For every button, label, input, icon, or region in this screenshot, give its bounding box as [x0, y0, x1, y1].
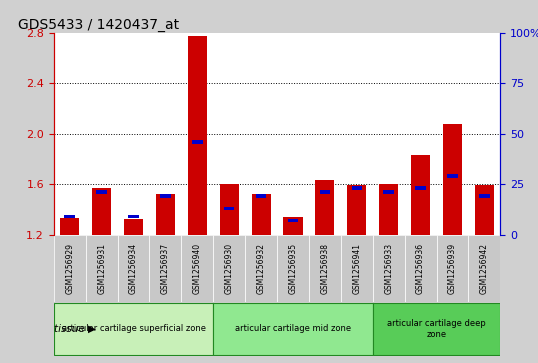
Bar	[245, 234, 277, 302]
Bar	[469, 234, 500, 302]
Bar	[384, 191, 394, 194]
Text: GSM1256933: GSM1256933	[384, 243, 393, 294]
Text: GSM1256936: GSM1256936	[416, 243, 425, 294]
Bar	[351, 186, 362, 190]
Bar	[405, 234, 436, 302]
Bar	[284, 217, 302, 234]
Bar	[436, 234, 469, 302]
Text: GSM1256939: GSM1256939	[448, 243, 457, 294]
Bar	[213, 303, 373, 355]
Bar	[54, 303, 213, 355]
Text: GSM1256931: GSM1256931	[97, 243, 106, 294]
Bar	[60, 218, 79, 234]
Bar	[341, 234, 373, 302]
Bar	[475, 185, 494, 234]
Text: GSM1256935: GSM1256935	[288, 243, 298, 294]
Bar	[54, 234, 86, 302]
Text: GSM1256929: GSM1256929	[65, 243, 74, 294]
Bar	[124, 220, 143, 234]
Bar	[160, 195, 171, 198]
Bar	[150, 234, 181, 302]
Bar	[479, 195, 490, 198]
Bar	[92, 188, 111, 234]
Text: GDS5433 / 1420437_at: GDS5433 / 1420437_at	[18, 18, 179, 32]
Bar	[379, 184, 398, 234]
Bar	[118, 234, 150, 302]
Bar	[213, 234, 245, 302]
Bar	[277, 234, 309, 302]
Text: GSM1256930: GSM1256930	[225, 243, 233, 294]
Bar	[252, 194, 271, 234]
Bar	[128, 215, 139, 219]
Bar	[156, 194, 175, 234]
Bar	[411, 155, 430, 234]
Bar	[192, 140, 203, 144]
Text: GSM1256941: GSM1256941	[352, 243, 362, 294]
Bar	[415, 186, 426, 190]
Bar	[220, 184, 239, 234]
Bar	[86, 234, 118, 302]
Bar	[96, 191, 107, 194]
Bar	[181, 234, 213, 302]
Bar	[188, 36, 207, 234]
Bar	[373, 234, 405, 302]
Text: tissue ▶: tissue ▶	[54, 324, 96, 334]
Text: GSM1256940: GSM1256940	[193, 243, 202, 294]
Bar	[447, 174, 458, 178]
Bar	[65, 215, 75, 219]
Text: articular cartilage mid zone: articular cartilage mid zone	[235, 324, 351, 333]
Bar	[373, 303, 500, 355]
Text: GSM1256942: GSM1256942	[480, 243, 489, 294]
Bar	[347, 185, 366, 234]
Text: GSM1256934: GSM1256934	[129, 243, 138, 294]
Bar	[315, 180, 335, 234]
Bar	[288, 219, 298, 223]
Bar	[224, 207, 235, 211]
Text: articular cartilage deep
zone: articular cartilage deep zone	[387, 319, 486, 339]
Bar	[256, 195, 266, 198]
Text: GSM1256932: GSM1256932	[257, 243, 266, 294]
Text: articular cartilage superficial zone: articular cartilage superficial zone	[61, 324, 206, 333]
Text: GSM1256938: GSM1256938	[321, 243, 329, 294]
Bar	[309, 234, 341, 302]
Bar	[320, 191, 330, 194]
Text: GSM1256937: GSM1256937	[161, 243, 170, 294]
Bar	[443, 123, 462, 234]
